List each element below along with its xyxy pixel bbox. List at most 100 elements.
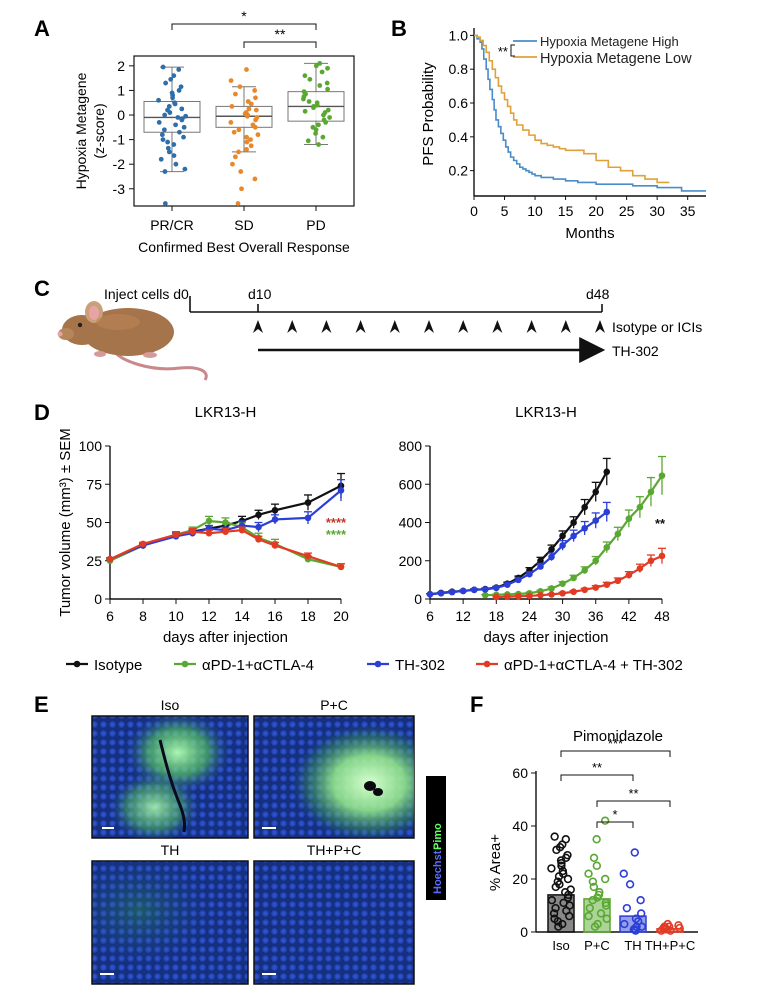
y-tick-label: 0 [94, 591, 102, 607]
x-tick-label: 48 [654, 608, 670, 624]
data-point [563, 874, 573, 884]
data-point [559, 580, 566, 587]
x-tick-label: 14 [234, 608, 250, 624]
x-tick-label: 12 [455, 608, 471, 624]
data-point [589, 853, 599, 862]
data-point [302, 108, 308, 114]
data-point [658, 552, 666, 560]
data-point [183, 113, 189, 119]
data-point [228, 78, 234, 83]
data-point [592, 517, 600, 524]
data-point [619, 869, 628, 878]
data-point [588, 877, 598, 886]
data-point [658, 472, 666, 479]
isotype-ici-label: Isotype or ICIs [612, 319, 702, 335]
data-point [252, 124, 258, 130]
data-point [300, 96, 306, 102]
data-point [565, 911, 574, 921]
data-point [584, 911, 593, 921]
micrograph-title-th: TH [161, 842, 180, 858]
x-tick-label: 36 [588, 608, 604, 624]
data-point [548, 591, 555, 598]
y-tick-label: 0.8 [449, 61, 469, 77]
data-point [563, 893, 573, 902]
data-point [304, 552, 312, 560]
y-tick-label: 400 [399, 515, 423, 531]
data-point [246, 106, 252, 112]
data-point [637, 922, 647, 931]
x-tick-label: TH+P+C [645, 938, 696, 953]
data-point [630, 848, 639, 857]
data-point [165, 145, 171, 151]
data-point [156, 119, 162, 125]
data-point [647, 488, 655, 496]
y-tick-label: 1.0 [449, 27, 469, 43]
data-point [581, 503, 588, 511]
panel-label-e: E [34, 692, 49, 717]
data-point [636, 503, 644, 511]
dosing-arrowhead [287, 320, 298, 333]
data-point [159, 132, 165, 138]
data-point [236, 149, 241, 155]
x-axis-label: days after injection [483, 629, 608, 646]
data-point [170, 95, 176, 101]
stain-key: Pimo Hoechst [426, 776, 446, 900]
data-point [614, 530, 622, 538]
y-tick-label: 100 [79, 438, 103, 454]
chart-title: Pimonidazole [573, 728, 663, 745]
data-point [222, 519, 229, 526]
data-point [244, 134, 249, 140]
data-point [592, 584, 600, 591]
survival-curve [474, 34, 706, 192]
data-point [244, 139, 250, 145]
micrograph-title-iso: Iso [161, 697, 180, 713]
data-point [551, 903, 560, 913]
mouse-illustration [57, 301, 208, 381]
panel-label-a: A [34, 16, 50, 41]
data-point [317, 60, 323, 66]
data-point [657, 926, 666, 935]
chart-title: LKR13-H [515, 404, 577, 421]
data-point [559, 589, 566, 597]
data-point [601, 874, 610, 884]
micrograph-title-thpc: TH+P+C [307, 842, 361, 858]
dosing-arrowhead [595, 320, 605, 333]
data-point [448, 588, 456, 596]
data-point [255, 536, 262, 543]
data-point [590, 922, 600, 931]
y-axis-label: PFS Probability [420, 62, 437, 166]
data-point [585, 903, 594, 913]
data-point [244, 113, 250, 119]
data-point [636, 909, 646, 918]
data-point [548, 585, 555, 592]
data-point [515, 576, 522, 584]
data-point [596, 909, 606, 918]
x-tick-label: 6 [426, 608, 434, 624]
data-point [181, 124, 187, 130]
legend-marker [73, 660, 81, 668]
x-tick-label: 24 [522, 608, 538, 624]
pimonidazole-bar-chart: Pimonidazole 0 20 40 60 % Area+ Iso P+C TH TH+P+C… [487, 728, 698, 953]
data-point [600, 816, 610, 825]
data-point [602, 914, 611, 923]
data-point [549, 909, 559, 918]
y-tick-label: 1 [117, 82, 125, 98]
day10-label: d10 [248, 286, 272, 302]
micrograph-pc [253, 715, 415, 839]
data-point [675, 923, 684, 933]
x-tick-label: 12 [201, 608, 217, 624]
x-tick-label: 16 [267, 608, 283, 624]
data-point [592, 835, 601, 844]
x-tick-label: 42 [621, 608, 637, 624]
survival-chart: 0.2 0.4 0.6 0.8 1.0 0 5 10 15 20 25 30 35 PFS Probabi… [420, 27, 706, 242]
dosing-arrowhead [526, 320, 537, 333]
data-point [559, 542, 566, 549]
data-point [173, 122, 178, 128]
data-point [504, 593, 511, 601]
data-point [557, 858, 566, 868]
data-point [255, 523, 262, 531]
data-point [581, 524, 588, 532]
data-point [603, 544, 611, 551]
data-point [314, 102, 320, 108]
data-point [177, 129, 182, 135]
